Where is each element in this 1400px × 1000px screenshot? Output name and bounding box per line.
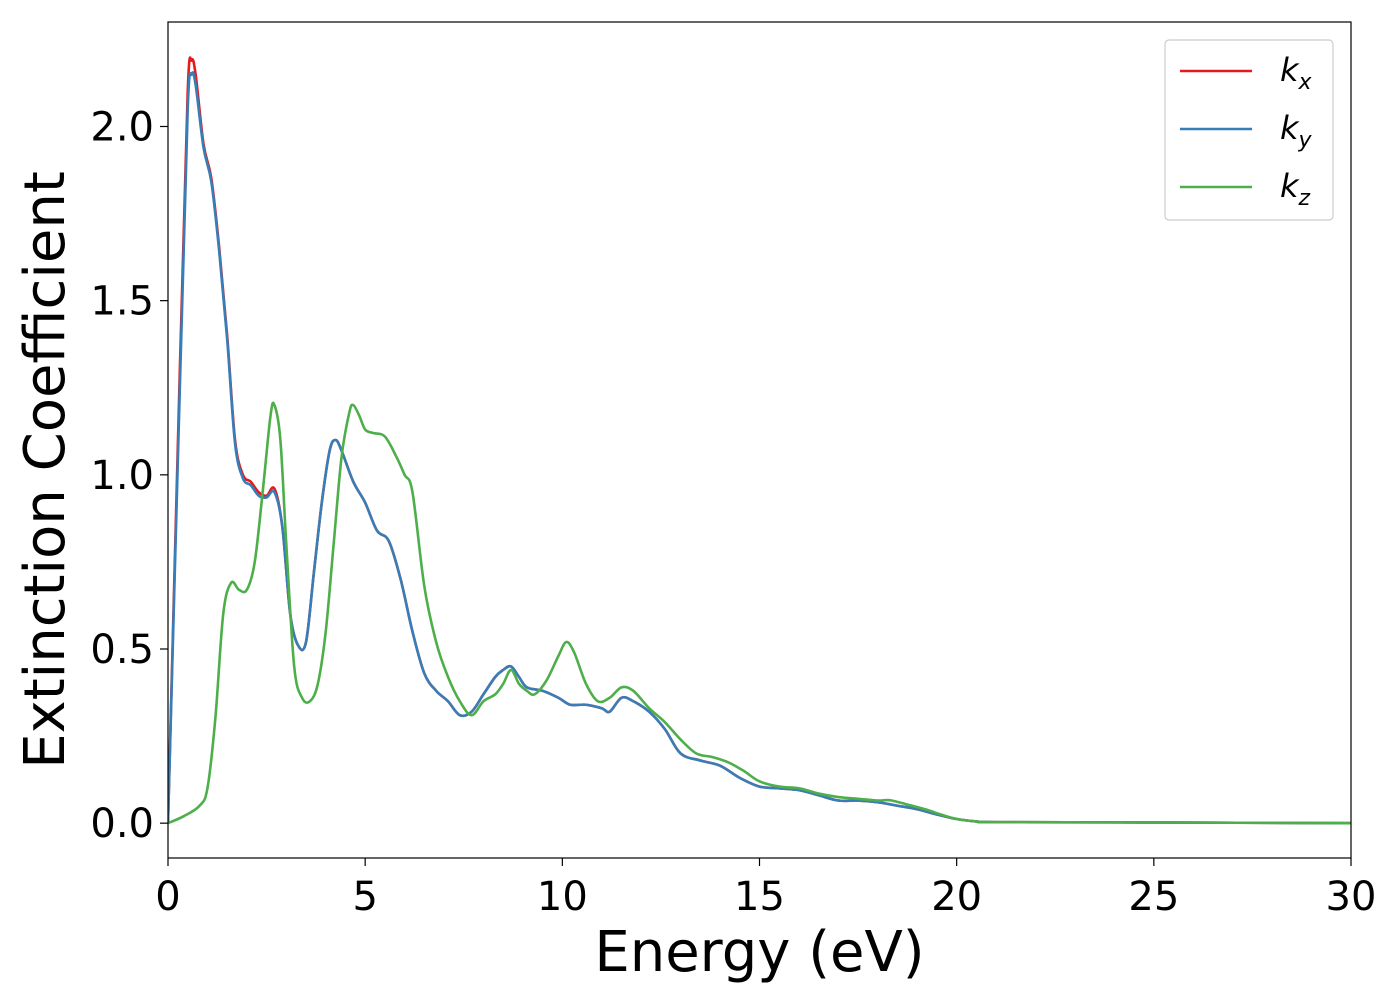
x-tick-label: 25: [1128, 874, 1179, 920]
y-axis-label: Extinction Coefficient: [13, 171, 78, 769]
legend: kx ky kz: [1164, 39, 1334, 221]
legend-label-x: kx: [1280, 51, 1313, 95]
y-tick-label: 1.0: [90, 453, 154, 499]
series-layer: [168, 56, 1351, 825]
x-tick-label: 15: [734, 874, 785, 920]
x-tick-label: 0: [155, 874, 180, 920]
y-tick-label: 0.5: [90, 627, 154, 673]
y-tick-label: 0.0: [90, 801, 154, 847]
y-tick-label: 2.0: [90, 105, 154, 151]
y-axis: 0.0 0.5 1.0 1.5 2.0: [90, 105, 168, 847]
x-axis-label: Energy (eV): [594, 920, 924, 985]
x-tick-label: 5: [352, 874, 377, 920]
legend-label-z: kz: [1280, 167, 1311, 211]
x-tick-label: 10: [537, 874, 588, 920]
x-tick-label: 20: [931, 874, 982, 920]
x-tick-label: 30: [1326, 874, 1377, 920]
y-tick-label: 1.5: [90, 279, 154, 325]
legend-label-y: ky: [1280, 109, 1313, 153]
series-line-z: [168, 401, 1351, 825]
series-line-y: [168, 71, 1351, 825]
x-axis: 0 5 10 15 20 25 30: [155, 858, 1376, 920]
